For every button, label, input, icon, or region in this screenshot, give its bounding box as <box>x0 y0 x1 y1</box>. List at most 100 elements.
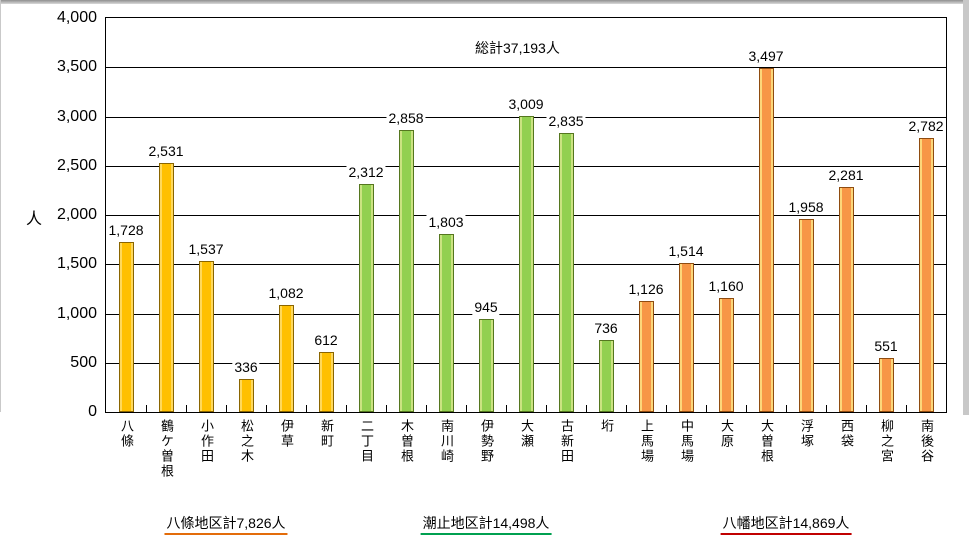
y-axis-title: 人 <box>26 211 43 228</box>
bar-大曽根 <box>759 68 774 412</box>
y-tick-label: 3,500 <box>56 58 97 76</box>
bar-南後谷 <box>919 138 934 412</box>
category-label-伊草: 伊草 <box>279 419 294 449</box>
bar-新町 <box>319 352 334 412</box>
category-label-大瀬: 大瀬 <box>519 419 534 449</box>
bar-value-label: 2,782 <box>906 118 946 134</box>
bar-小作田 <box>199 261 214 412</box>
y-tick-label: 0 <box>88 403 97 420</box>
category-label-上馬場: 上馬場 <box>639 419 654 464</box>
category-tick <box>466 405 467 412</box>
category-tick <box>386 405 387 412</box>
district-total-yawata-district: 八幡地区計14,869人 <box>720 515 852 535</box>
category-label-西袋: 西袋 <box>839 419 854 449</box>
bar-古新田 <box>559 133 574 412</box>
bar-value-label: 1,728 <box>106 222 146 238</box>
window-edge-left <box>0 0 1 412</box>
bar-value-label: 3,009 <box>506 96 546 112</box>
bar-二丁目 <box>359 184 374 412</box>
bar-value-label: 2,858 <box>386 110 426 126</box>
category-tick <box>826 405 827 412</box>
category-tick <box>426 405 427 412</box>
bar-伊勢野 <box>479 319 494 412</box>
category-tick <box>666 405 667 412</box>
bar-value-label: 2,835 <box>546 113 586 129</box>
category-tick <box>626 405 627 412</box>
category-label-古新田: 古新田 <box>559 419 574 464</box>
bar-value-label: 945 <box>472 299 500 315</box>
bar-value-label: 1,082 <box>266 285 306 301</box>
district-total-shiodome-district: 潮止地区計14,498人 <box>420 515 552 535</box>
bar-中馬場 <box>679 263 694 412</box>
window-edge-top <box>0 0 969 4</box>
y-tick-label: 1,000 <box>56 304 97 322</box>
category-label-木曽根: 木曽根 <box>399 419 414 464</box>
category-label-南後谷: 南後谷 <box>919 419 934 464</box>
category-tick <box>866 405 867 412</box>
plot-area: 1,728 2,531 1,537 336 1,082 612 2,312 2,858 1,80… <box>105 17 947 413</box>
bar-value-label: 736 <box>592 320 620 336</box>
total-annotation: 総計37,193人 <box>473 38 562 58</box>
y-tick-label: 2,500 <box>56 156 97 174</box>
category-tick <box>306 405 307 412</box>
category-label-中馬場: 中馬場 <box>679 419 694 464</box>
category-tick <box>586 405 587 412</box>
category-label-柳之宮: 柳之宮 <box>879 419 894 464</box>
bar-value-label: 1,126 <box>626 281 666 297</box>
bar-value-label: 2,281 <box>826 167 866 183</box>
category-label-垳: 垳 <box>599 419 614 434</box>
category-tick <box>266 405 267 412</box>
category-tick <box>226 405 227 412</box>
bar-鶴ケ曽根 <box>159 163 174 412</box>
gridline <box>106 67 946 69</box>
category-tick <box>506 405 507 412</box>
bar-八條 <box>119 242 134 412</box>
bar-value-label: 612 <box>312 332 340 348</box>
category-label-伊勢野: 伊勢野 <box>479 419 494 464</box>
bar-value-label: 2,312 <box>346 164 386 180</box>
category-label-二丁目: 二丁目 <box>359 419 374 464</box>
bar-浮塚 <box>799 219 814 412</box>
bar-value-label: 1,537 <box>186 241 226 257</box>
category-label-大曽根: 大曽根 <box>759 419 774 464</box>
category-tick <box>186 405 187 412</box>
category-label-松之木: 松之木 <box>239 419 254 464</box>
y-tick-label: 3,000 <box>56 107 97 125</box>
category-label-大原: 大原 <box>719 419 734 449</box>
bar-伊草 <box>279 305 294 412</box>
bar-木曽根 <box>399 130 414 412</box>
bar-value-label: 1,160 <box>706 278 746 294</box>
category-label-南川崎: 南川崎 <box>439 419 454 464</box>
bar-value-label: 1,958 <box>786 199 826 215</box>
bar-西袋 <box>839 187 854 412</box>
y-tick-label: 2,000 <box>56 206 97 223</box>
category-label-浮塚: 浮塚 <box>799 419 814 449</box>
bar-value-label: 551 <box>872 338 900 354</box>
category-tick <box>786 405 787 412</box>
y-tick-label: 4,000 <box>56 9 97 26</box>
category-tick <box>346 405 347 412</box>
bar-value-label: 2,531 <box>146 143 186 159</box>
window-edge-right <box>963 0 969 415</box>
category-tick <box>546 405 547 412</box>
district-total-hachijo-district: 八條地区計7,826人 <box>164 515 288 535</box>
category-tick <box>906 405 907 412</box>
bar-value-label: 1,514 <box>666 243 706 259</box>
bar-南川崎 <box>439 234 454 412</box>
y-tick-label: 500 <box>70 353 97 371</box>
bar-柳之宮 <box>879 358 894 412</box>
bar-上馬場 <box>639 301 654 412</box>
category-label-鶴ケ曽根: 鶴ケ曽根 <box>159 419 174 479</box>
category-label-八條: 八條 <box>119 419 134 449</box>
bar-松之木 <box>239 379 254 412</box>
bar-value-label: 1,803 <box>426 214 466 230</box>
bar-垳 <box>599 340 614 412</box>
bar-value-label: 336 <box>232 359 260 375</box>
y-tick-label: 1,500 <box>56 255 97 273</box>
category-tick <box>706 405 707 412</box>
bar-value-label: 3,497 <box>746 48 786 64</box>
category-label-小作田: 小作田 <box>199 419 214 464</box>
category-tick <box>146 405 147 412</box>
category-label-新町: 新町 <box>319 419 334 449</box>
